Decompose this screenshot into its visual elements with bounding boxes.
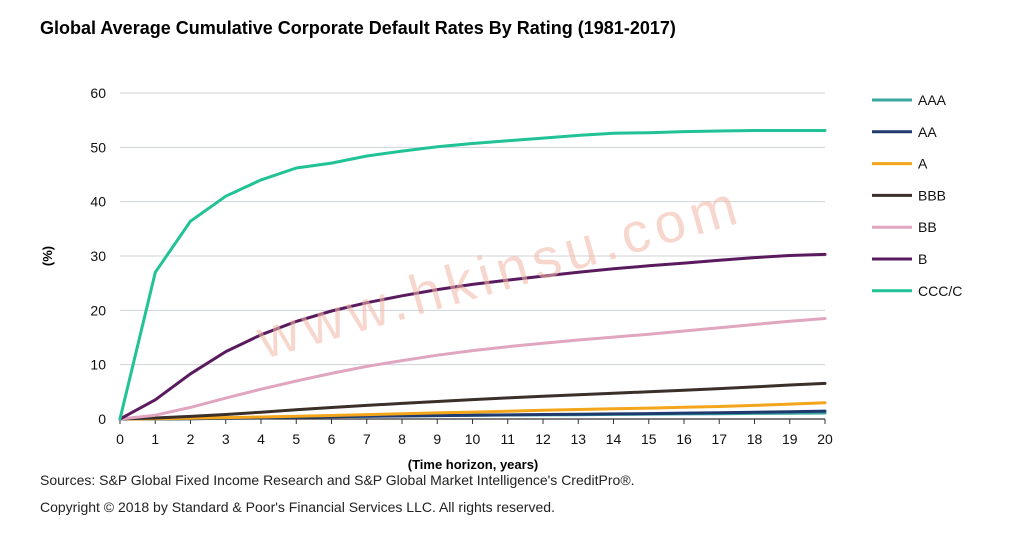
x-tick-label: 1 <box>151 431 159 447</box>
legend-label-ccc-c: CCC/C <box>918 283 962 299</box>
x-tick-label: 15 <box>641 431 657 447</box>
y-tick-label: 60 <box>90 85 106 101</box>
series-line-ccc-c <box>118 129 827 421</box>
legend-label-bb: BB <box>918 219 937 235</box>
y-axis-label: (%) <box>40 246 55 266</box>
x-tick-label: 11 <box>500 431 515 447</box>
legend-label-aa: AA <box>918 124 937 140</box>
x-tick-label: 10 <box>465 431 481 447</box>
legend-label-b: B <box>918 251 927 267</box>
series-lines <box>118 129 827 421</box>
x-tick-label: 20 <box>817 431 833 447</box>
source-note: Sources: S&P Global Fixed Income Researc… <box>40 472 635 488</box>
y-tick-label: 30 <box>90 248 106 264</box>
x-tick-label: 5 <box>292 431 300 447</box>
series-line-a <box>118 401 827 421</box>
x-tick-label: 8 <box>398 431 406 447</box>
y-tick-labels: 0 10 20 30 40 50 60 <box>90 85 106 427</box>
x-tick-label: 4 <box>257 431 265 447</box>
series-line-b <box>118 252 827 421</box>
y-tick-label: 40 <box>90 194 106 210</box>
legend-label-a: A <box>918 156 928 172</box>
chart-title: Global Average Cumulative Corporate Defa… <box>40 18 676 38</box>
x-tick-label: 17 <box>711 431 727 447</box>
series-line-bb <box>118 317 827 421</box>
y-tick-label: 0 <box>98 411 106 427</box>
x-tick-label: 14 <box>606 431 622 447</box>
y-tick-label: 50 <box>90 139 106 155</box>
x-tick-label: 6 <box>328 431 336 447</box>
x-axis-label: (Time horizon, years) <box>408 457 539 472</box>
gridlines <box>120 92 825 366</box>
x-tick-label: 3 <box>222 431 230 447</box>
x-tick-label: 0 <box>116 431 124 447</box>
x-tick-labels: 0 1 2 3 4 5 6 7 8 9 10 11 12 13 14 15 16 17 18 19 20 <box>116 431 833 447</box>
legend-label-aaa: AAA <box>918 92 947 108</box>
series-line-bbb <box>118 381 827 421</box>
x-tick-label: 9 <box>433 431 441 447</box>
y-tick-label: 10 <box>90 357 106 373</box>
x-tick-label: 18 <box>747 431 763 447</box>
x-tick-label: 13 <box>570 431 586 447</box>
x-tick-label: 16 <box>676 431 692 447</box>
copyright-note: Copyright © 2018 by Standard & Poor's Fi… <box>40 499 555 515</box>
y-tick-label: 20 <box>90 302 106 318</box>
x-tick-label: 2 <box>187 431 195 447</box>
x-tick-label: 12 <box>535 431 551 447</box>
x-tick-label: 19 <box>782 431 798 447</box>
legend-label-bbb: BBB <box>918 187 946 203</box>
x-tick-label: 7 <box>363 431 371 447</box>
